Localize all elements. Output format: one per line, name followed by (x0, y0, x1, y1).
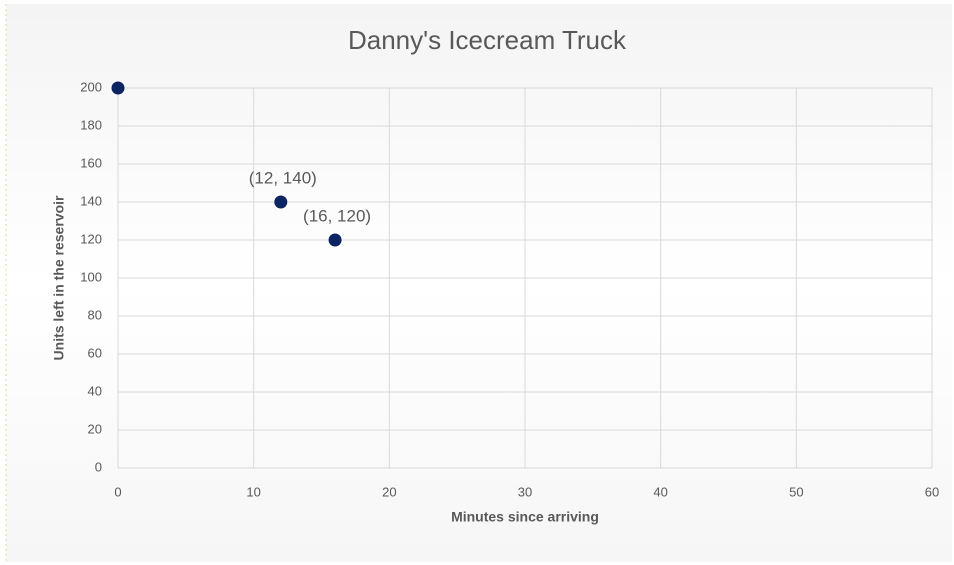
chart-background (6, 4, 952, 562)
y-tick-label: 20 (88, 421, 102, 436)
y-tick-label: 140 (80, 193, 102, 208)
x-axis-title: Minutes since arriving (451, 509, 599, 525)
y-tick-label: 160 (80, 155, 102, 170)
scatter-point (111, 81, 125, 95)
x-tick-label: 0 (114, 484, 121, 499)
y-axis-title: Units left in the reservoir (51, 195, 67, 360)
y-tick-label: 200 (80, 79, 102, 94)
y-tick-label: 80 (88, 307, 102, 322)
y-tick-label: 180 (80, 117, 102, 132)
y-tick-label: 120 (80, 231, 102, 246)
x-tick-label: 40 (653, 484, 667, 499)
x-tick-label: 30 (518, 484, 532, 499)
x-tick-label: 20 (382, 484, 396, 499)
scatter-point (328, 233, 342, 247)
x-tick-label: 60 (925, 484, 939, 499)
x-tick-label: 50 (789, 484, 803, 499)
chart-title: Danny's Icecream Truck (348, 25, 627, 55)
y-tick-label: 40 (88, 383, 102, 398)
data-label: (12, 140) (249, 168, 317, 187)
data-label: (16, 120) (303, 206, 371, 225)
y-tick-label: 100 (80, 269, 102, 284)
y-tick-label: 60 (88, 345, 102, 360)
scatter-point (274, 195, 288, 209)
x-tick-label: 10 (246, 484, 260, 499)
y-tick-label: 0 (95, 459, 102, 474)
